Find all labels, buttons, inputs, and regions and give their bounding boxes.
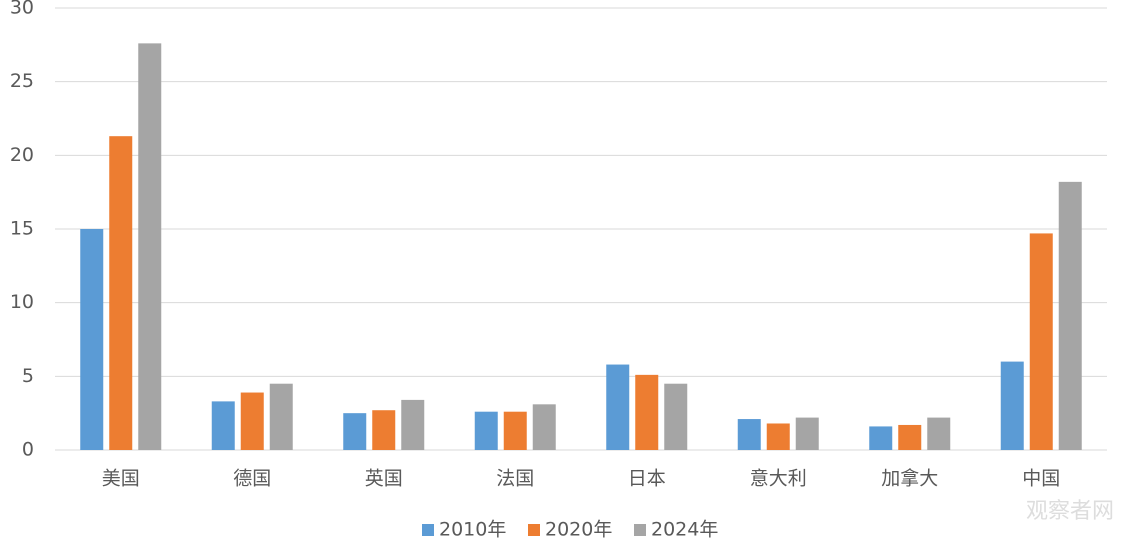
legend-swatch <box>634 524 646 536</box>
y-tick-label: 30 <box>10 0 34 19</box>
bar <box>927 417 951 450</box>
y-tick-label: 20 <box>10 144 34 166</box>
x-tick-label: 德国 <box>233 468 271 490</box>
legend-label: 2020年 <box>545 519 612 541</box>
watermark: 观察者网 <box>1026 499 1114 524</box>
bar <box>474 411 498 450</box>
bar <box>606 364 630 450</box>
legend-swatch <box>422 524 434 536</box>
bar <box>372 410 396 450</box>
y-tick-label: 10 <box>10 291 34 313</box>
x-tick-label: 中国 <box>1022 468 1060 490</box>
bar <box>1000 361 1024 450</box>
y-tick-label: 0 <box>22 439 34 461</box>
bar <box>766 423 790 450</box>
bar <box>635 374 659 450</box>
bar <box>138 43 162 451</box>
legend-label: 2010年 <box>439 519 506 541</box>
bar <box>898 424 922 450</box>
x-tick-label: 美国 <box>102 468 140 490</box>
bar <box>1029 233 1053 450</box>
bar <box>664 383 688 450</box>
y-tick-label: 5 <box>22 365 34 387</box>
bar <box>401 399 425 450</box>
x-tick-label: 日本 <box>628 468 666 490</box>
y-tick-label: 15 <box>10 218 34 240</box>
bar <box>211 401 235 450</box>
bar <box>532 404 556 450</box>
x-tick-label: 英国 <box>365 468 403 490</box>
bar <box>1058 181 1082 450</box>
legend-swatch <box>528 524 540 536</box>
x-tick-label: 意大利 <box>750 468 807 490</box>
legend-label: 2024年 <box>651 519 718 541</box>
bar <box>503 411 527 450</box>
bar <box>80 229 104 450</box>
x-tick-label: 加拿大 <box>881 467 938 490</box>
bar <box>269 383 293 450</box>
bar <box>109 136 133 450</box>
bar <box>737 419 761 450</box>
x-tick-label: 法国 <box>496 468 534 490</box>
bar <box>795 417 819 450</box>
bar <box>240 392 264 450</box>
bar <box>343 413 367 450</box>
bar <box>869 426 893 450</box>
y-tick-label: 25 <box>10 70 34 92</box>
